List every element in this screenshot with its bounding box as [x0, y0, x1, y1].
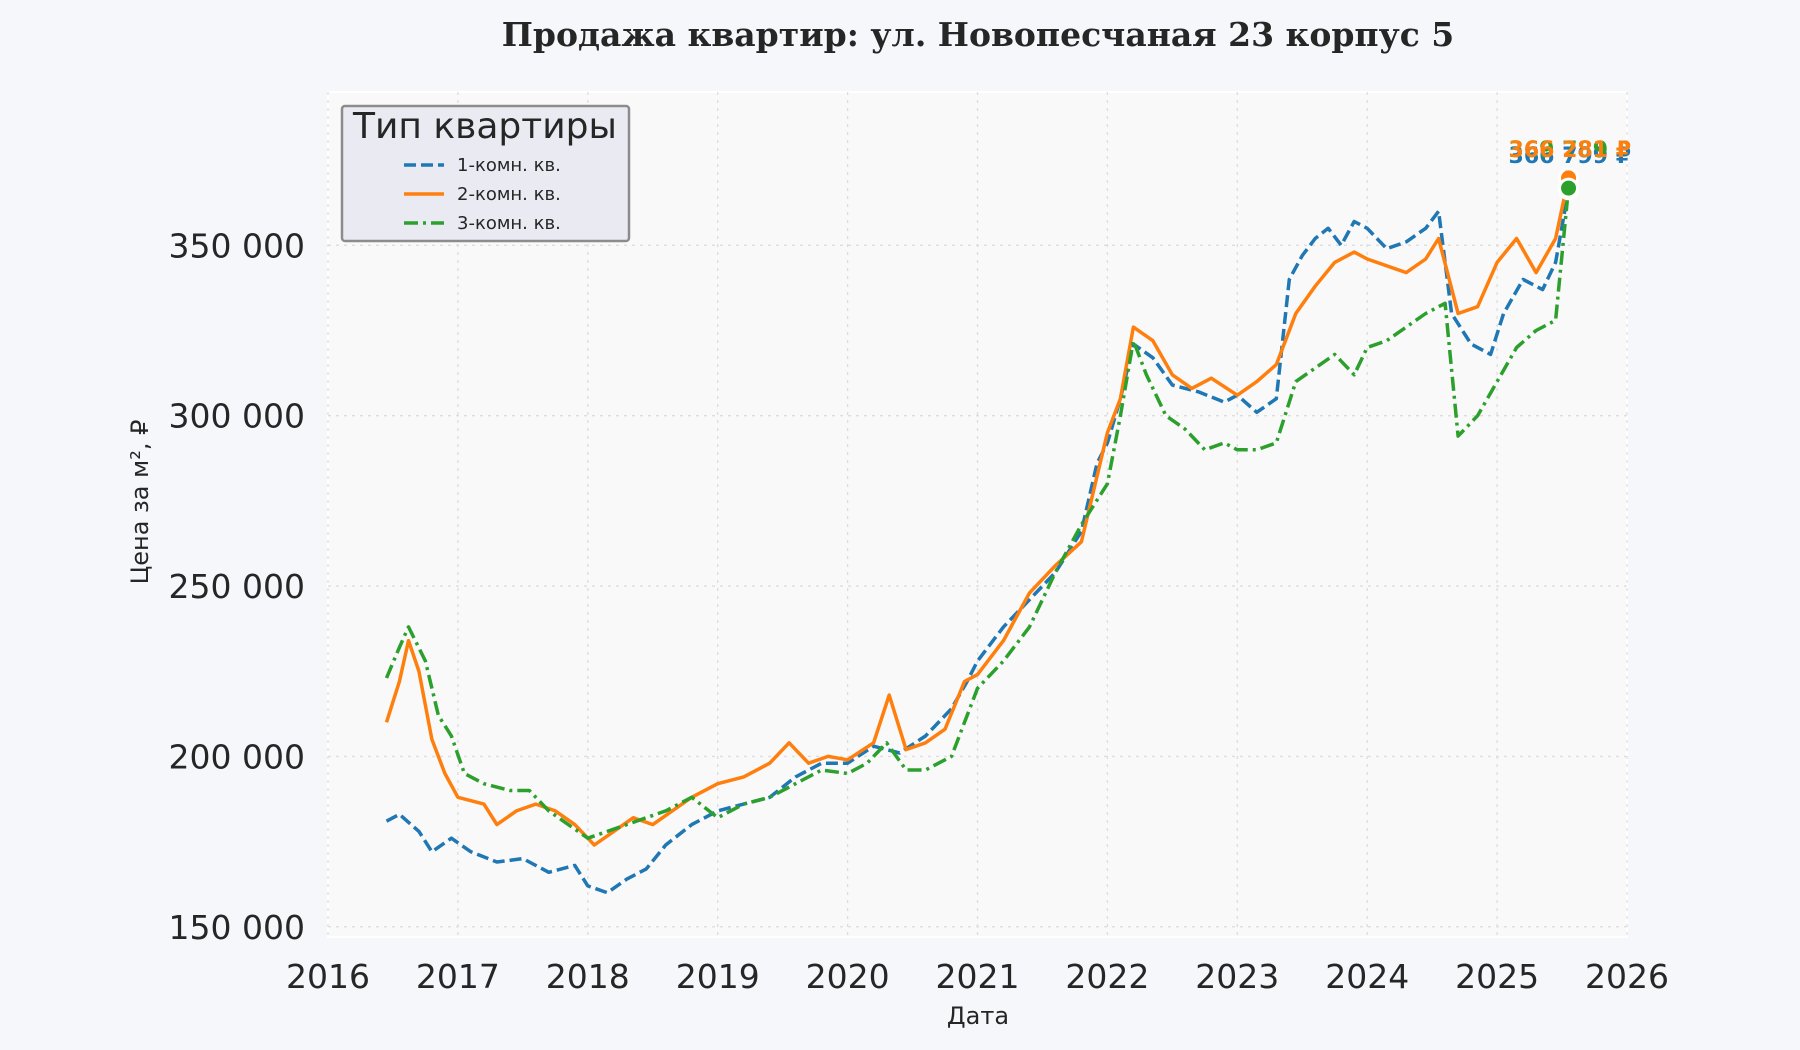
- y-tick-label: 350 000: [169, 226, 305, 265]
- x-tick-label: 2019: [676, 957, 760, 996]
- end-label-1: 366 799 ₽: [1509, 144, 1631, 169]
- series-line-3: [384, 187, 1571, 840]
- legend-box: [340, 104, 631, 243]
- x-ticks: 2016 2017 2018 2019 2020 2021 2022 2023 2024 2025…: [286, 957, 1669, 996]
- legend-label-2: 2-комн. кв.: [457, 184, 561, 205]
- y-tick-label: 250 000: [169, 567, 305, 606]
- x-tick-label: 2024: [1325, 957, 1409, 996]
- legend-label-1: 1-комн. кв.: [457, 155, 561, 176]
- legend-label-3: 3-комн. кв.: [457, 213, 561, 234]
- legend-entries: 1-комн. кв. 2-комн. кв. 3-комн. кв.: [404, 155, 561, 234]
- end-markers: [1558, 167, 1580, 201]
- x-axis-label: Дата: [947, 1002, 1009, 1030]
- y-tick-label: 150 000: [169, 908, 305, 947]
- x-tick-label: 2025: [1455, 957, 1539, 996]
- series-lines: [384, 177, 1571, 895]
- x-tick-label: 2016: [286, 957, 370, 996]
- x-tick-label: 2020: [806, 957, 890, 996]
- x-tick-label: 2026: [1585, 957, 1669, 996]
- y-tick-label: 200 000: [169, 737, 305, 776]
- chart-title: Продажа квартир: ул. Новопесчаная 23 кор…: [502, 15, 1455, 54]
- end-marker-3: [1558, 177, 1580, 199]
- y-tick-label: 300 000: [169, 397, 305, 436]
- end-labels: 366 799 ₽369 789 ₽366 281 ₽: [1509, 138, 1631, 169]
- legend-title: Тип квартиры: [352, 106, 617, 147]
- x-tick-label: 2022: [1065, 957, 1149, 996]
- x-tick-label: 2018: [546, 957, 630, 996]
- x-tick-label: 2017: [416, 957, 500, 996]
- legend: Тип квартиры 1-комн. кв. 2-комн. кв. 3-ком…: [340, 104, 631, 243]
- y-axis-label: Цена за м², ₽: [126, 420, 154, 585]
- grid: [327, 92, 1628, 937]
- end-label-3: 366 281 ₽: [1509, 138, 1631, 163]
- end-label-2: 369 789 ₽: [1509, 138, 1631, 163]
- x-tick-label: 2023: [1195, 957, 1279, 996]
- y-ticks: 150 000 200 000 250 000 300 000 350 000: [169, 226, 305, 946]
- x-tick-label: 2021: [936, 957, 1020, 996]
